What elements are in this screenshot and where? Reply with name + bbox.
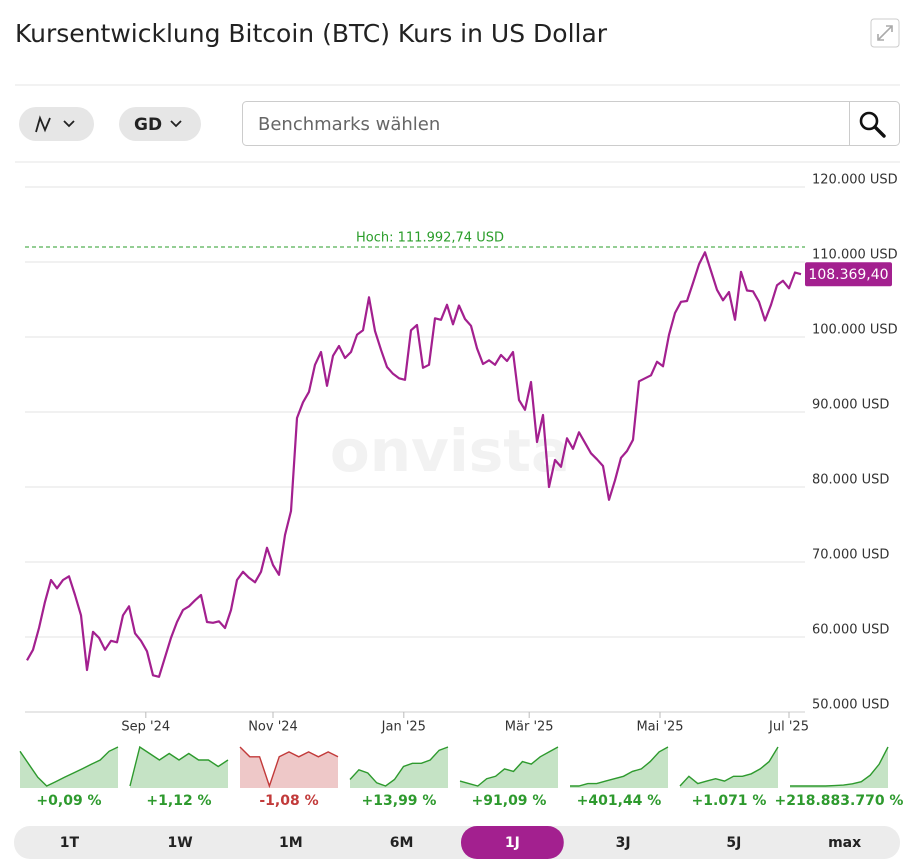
high-label: Hoch: 111.992,74 USD [356,231,504,246]
chart-style-button[interactable] [19,107,94,141]
period-button-active [461,826,564,859]
period-label: max [828,835,861,851]
page-title: Kursentwicklung Bitcoin (BTC) Kurs in US… [15,19,608,48]
sparkline [679,746,779,787]
period-button[interactable]: 6M [390,835,414,851]
change-label: +218.883.770 % [775,793,904,809]
x-tick-label: Nov '24 [248,720,298,735]
change-label: -1,08 % [259,793,318,809]
period-label: 6M [390,835,414,851]
sparkline-area [20,747,118,788]
change-label: +401,44 % [577,793,662,809]
x-tick-label: Sep '24 [121,720,170,735]
change-label: +1,12 % [146,793,211,809]
y-tick-label: 100.000 USD [812,323,898,338]
change-label: +1.071 % [692,793,767,809]
x-tick-label: Mai '25 [636,720,683,735]
average-button[interactable]: GD [119,107,201,141]
period-bar [14,826,900,859]
average-label: GD [134,115,162,135]
search-placeholder: Benchmarks wählen [258,114,440,135]
period-button[interactable]: 1T [60,835,80,851]
y-tick-label: 70.000 USD [812,548,889,563]
period-button[interactable]: 3J [616,835,631,851]
y-tick-label: 120.000 USD [812,173,898,188]
period-label: 1T [60,835,80,851]
expand-button[interactable] [870,18,900,48]
period-label: 1W [168,835,193,851]
sparkline [570,746,669,787]
y-tick-label: 110.000 USD [812,248,898,263]
period-button[interactable]: 5J [726,835,741,851]
period-label: 1M [279,835,303,851]
sparkline [129,745,229,787]
sparkline [19,746,119,787]
watermark: onvista [330,417,570,485]
sparkline-area [460,747,558,788]
y-tick-label: 60.000 USD [812,623,889,638]
sparkline [790,746,889,787]
x-tick-label: Jan '25 [381,720,426,735]
change-label: +91,09 % [472,793,547,809]
sparkline [239,746,339,789]
x-tick-label: Jul '25 [768,720,809,735]
period-label: 3J [616,835,631,851]
y-tick-label: 50.000 USD [812,698,889,713]
period-button[interactable]: 1J [461,826,564,859]
sparkline-area [240,747,338,788]
x-tick-label: Mär '25 [505,720,554,735]
sparkline [349,746,449,787]
last-value-box [805,262,892,287]
change-label: +13,99 % [362,793,437,809]
benchmark-search[interactable]: Benchmarks wählen [242,101,900,146]
period-button[interactable]: 1M [279,835,303,851]
sparkline-area [790,747,888,788]
period-button[interactable]: 1W [168,835,193,851]
change-label: +0,09 % [36,793,101,809]
sparkline [459,746,559,787]
period-button[interactable]: max [828,835,861,851]
last-value-label: 108.369,40 [808,267,888,283]
sparkline-area [570,747,668,788]
y-tick-label: 90.000 USD [812,398,889,413]
period-label: 5J [726,835,741,851]
period-label: 1J [505,835,520,851]
y-tick-label: 80.000 USD [812,473,889,488]
sparkline-area [130,747,228,788]
price-line [26,251,802,678]
sparkline-area [350,747,448,788]
sparkline-area [680,747,778,788]
